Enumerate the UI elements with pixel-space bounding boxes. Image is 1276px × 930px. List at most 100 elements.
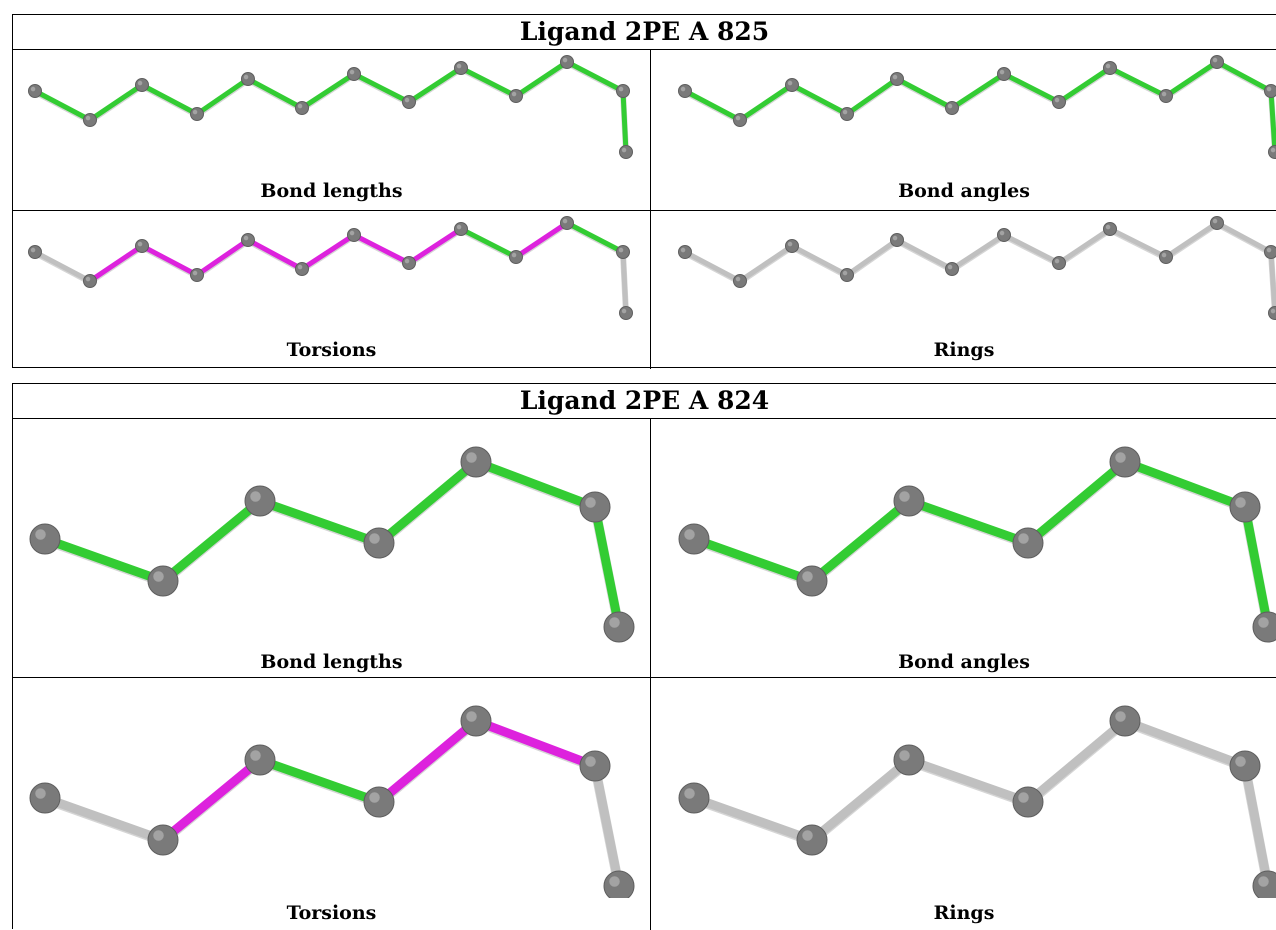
bond xyxy=(516,223,567,257)
bond xyxy=(1004,235,1059,263)
caption-bond-lengths: Bond lengths xyxy=(13,180,650,202)
atom xyxy=(1013,528,1043,558)
atom-highlight xyxy=(153,571,164,582)
atom xyxy=(786,79,799,92)
atom xyxy=(1053,96,1066,109)
bond xyxy=(567,223,623,252)
bond xyxy=(248,240,302,269)
atom xyxy=(84,114,97,127)
atom-highlight xyxy=(244,236,249,241)
atom-highlight xyxy=(138,242,143,247)
atom xyxy=(242,234,255,247)
atom xyxy=(617,246,630,259)
bond xyxy=(260,501,379,543)
atom xyxy=(604,871,634,898)
cell-bond-angles: Bond angles xyxy=(651,50,1276,210)
atom-highlight xyxy=(244,75,249,80)
atom-highlight xyxy=(899,750,910,761)
atom-highlight xyxy=(350,231,355,236)
bond xyxy=(1166,62,1217,96)
atom-highlight xyxy=(1267,248,1272,253)
atom-highlight xyxy=(193,271,198,276)
bond xyxy=(461,229,516,257)
atom xyxy=(1265,246,1276,259)
bond xyxy=(35,91,90,120)
molecule-bond-lengths xyxy=(13,419,650,644)
atom-highlight xyxy=(1235,497,1246,508)
atom xyxy=(679,524,709,554)
atom xyxy=(403,257,416,270)
atom-highlight xyxy=(31,87,36,92)
molecule-rings xyxy=(651,678,1276,898)
atom xyxy=(348,68,361,81)
atom-highlight xyxy=(802,571,813,582)
atom xyxy=(364,528,394,558)
atom xyxy=(148,825,178,855)
atom-highlight xyxy=(619,87,624,92)
caption-torsions: Torsions xyxy=(13,339,650,361)
atom xyxy=(403,96,416,109)
atom-highlight xyxy=(1018,792,1029,803)
panel-title: Ligand 2PE A 824 xyxy=(13,384,1276,419)
cell-bond-lengths: Bond lengths xyxy=(13,419,650,677)
atom xyxy=(242,73,255,86)
atom xyxy=(734,275,747,288)
bond xyxy=(163,501,260,581)
bond xyxy=(1110,229,1166,257)
atom xyxy=(245,486,275,516)
atom-highlight xyxy=(466,452,477,463)
atom-highlight xyxy=(35,529,46,540)
atom xyxy=(617,85,630,98)
atom xyxy=(136,79,149,92)
bond xyxy=(1245,766,1268,886)
bond xyxy=(812,501,909,581)
atom-highlight xyxy=(250,750,261,761)
bond xyxy=(685,91,740,120)
bond xyxy=(623,91,626,152)
atom-highlight xyxy=(1235,756,1246,767)
bond xyxy=(1217,223,1271,252)
atom xyxy=(364,787,394,817)
atom xyxy=(797,825,827,855)
atom xyxy=(841,108,854,121)
atom-highlight xyxy=(619,248,624,253)
cell-torsions: Torsions xyxy=(13,678,650,930)
atom-highlight xyxy=(609,617,620,628)
bond xyxy=(792,85,847,114)
atom-highlight xyxy=(1115,711,1126,722)
bond xyxy=(1004,74,1059,102)
atom-highlight xyxy=(250,491,261,502)
bond xyxy=(847,240,897,275)
atom xyxy=(136,240,149,253)
atom xyxy=(1110,447,1140,477)
bond xyxy=(909,760,1028,802)
bond xyxy=(142,85,197,114)
atom-highlight xyxy=(609,876,620,887)
atom xyxy=(1110,706,1140,736)
bond xyxy=(595,507,619,627)
atom xyxy=(1160,90,1173,103)
atom-highlight xyxy=(948,104,953,109)
atom xyxy=(84,275,97,288)
atom-highlight xyxy=(948,265,953,270)
cell-rings: Rings xyxy=(651,211,1276,369)
bond xyxy=(516,62,567,96)
ligand-panel-824: Ligand 2PE A 824 Bond lengths Bond angle… xyxy=(12,383,1276,929)
atom-highlight xyxy=(405,259,410,264)
atom-highlight xyxy=(512,92,517,97)
bond xyxy=(1028,462,1125,543)
bond xyxy=(623,252,626,313)
caption-bond-angles: Bond angles xyxy=(651,651,1276,673)
bond xyxy=(1125,721,1245,766)
bond xyxy=(302,74,354,108)
atom-highlight xyxy=(681,87,686,92)
atom-highlight xyxy=(457,64,462,69)
atom-highlight xyxy=(684,529,695,540)
atom xyxy=(455,223,468,236)
atom-highlight xyxy=(1055,259,1060,264)
atom xyxy=(296,102,309,115)
atom-highlight xyxy=(622,148,627,153)
atom-highlight xyxy=(1258,617,1269,628)
atom xyxy=(894,745,924,775)
atom xyxy=(1160,251,1173,264)
